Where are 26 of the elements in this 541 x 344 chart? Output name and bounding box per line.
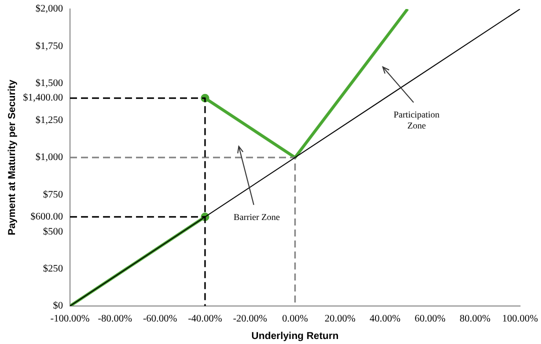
x-tick-label: -20.00% xyxy=(232,314,268,325)
x-axis-title: Underlying Return xyxy=(251,330,339,342)
x-tick-label: 100.00% xyxy=(502,314,538,325)
y-tick-label: $1,400.00 xyxy=(23,92,63,104)
annotation: Barrier Zone xyxy=(234,212,280,222)
x-tick-label: 40.00% xyxy=(370,314,400,325)
y-tick-label: $1,250 xyxy=(36,115,63,126)
y-tick-label: $2,000 xyxy=(36,4,63,15)
y-tick-label: $1,000 xyxy=(36,152,63,164)
x-tick-label: -60.00% xyxy=(142,314,178,325)
y-tick-label: $1,500 xyxy=(36,78,63,89)
x-tick-label: 60.00% xyxy=(414,314,446,325)
y-tick-label: $750 xyxy=(43,189,63,200)
x-tick-label: -40.00% xyxy=(188,314,222,325)
x-tick-label: 80.00% xyxy=(460,314,490,325)
y-tick-label: $1,750 xyxy=(36,40,63,52)
y-tick-label: $500 xyxy=(43,226,63,238)
x-tick-label: 0.00% xyxy=(282,314,308,325)
annotation: Participation Zone xyxy=(394,109,440,130)
y-tick-label: $600.00 xyxy=(30,212,63,223)
y-axis-title: Payment at Maturity per Security xyxy=(6,79,18,236)
x-tick-label: -100.00% xyxy=(50,314,90,325)
y-tick-label: $250 xyxy=(43,264,63,274)
x-tick-label: -80.00% xyxy=(98,314,132,325)
x-tick-label: 20.00% xyxy=(324,314,356,325)
y-tick-label: $0 xyxy=(53,300,63,312)
